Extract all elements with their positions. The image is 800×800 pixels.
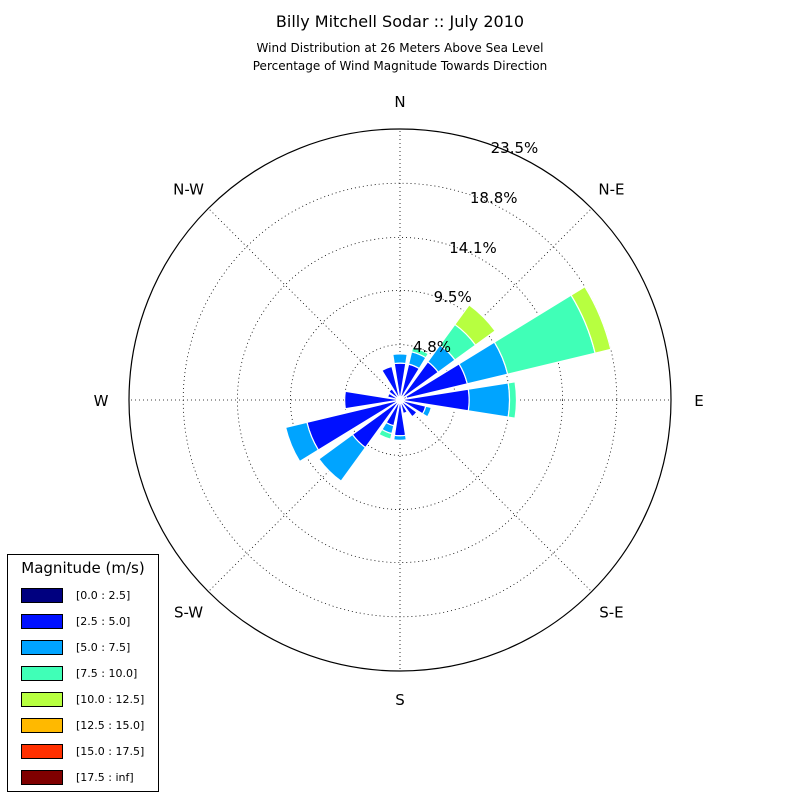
legend-label: [10.0 : 12.5] — [76, 693, 145, 706]
legend-label: [17.5 : inf] — [76, 771, 134, 784]
wind-bar — [388, 388, 399, 399]
legend-swatch — [21, 666, 63, 681]
wind-bar — [392, 353, 408, 365]
radial-tick-label: 18.8% — [470, 189, 518, 207]
wind-bar — [400, 402, 408, 415]
wind-bar — [285, 421, 319, 463]
legend-swatch — [21, 770, 63, 785]
wind-bar — [467, 382, 511, 418]
radial-tick-label: 23.5% — [491, 139, 539, 157]
legend-swatch — [21, 588, 63, 603]
direction-label: N-W — [173, 181, 204, 199]
direction-label: S-W — [174, 603, 203, 621]
chart-subtitle-line2: Percentage of Wind Magnitude Towards Dir… — [252, 59, 548, 73]
legend-swatch — [21, 614, 63, 629]
wind-bar — [381, 365, 400, 398]
wind-bar — [570, 286, 612, 354]
legend-title: Magnitude (m/s) — [21, 559, 145, 577]
legend-swatch — [21, 692, 63, 707]
legend-label: [7.5 : 10.0] — [76, 667, 138, 680]
legend-label: [12.5 : 15.0] — [76, 719, 145, 732]
wind-bar — [454, 304, 496, 346]
wind-bar — [318, 433, 367, 482]
direction-label: S-E — [599, 603, 623, 621]
grid-circle — [236, 236, 564, 564]
legend-label: [5.0 : 7.5] — [76, 641, 131, 654]
wind-bar — [344, 390, 398, 410]
wind-bar — [378, 428, 393, 440]
direction-label: S — [395, 691, 405, 709]
legend-label: [0.0 : 2.5] — [76, 589, 131, 602]
radial-tick-label: 9.5% — [434, 288, 472, 306]
direction-label: N — [394, 93, 405, 111]
legend-label: [15.0 : 17.5] — [76, 745, 145, 758]
legend-label: [2.5 : 5.0] — [76, 615, 131, 628]
legend-swatch — [21, 744, 63, 759]
axis-labels: 4.8% 9.5% 14.1% 18.8% 23.5% N N-E E S-E S S-W W N-W — [94, 93, 704, 709]
legend-swatch — [21, 640, 63, 655]
grid-spoke — [208, 208, 401, 401]
legend-swatch — [21, 718, 63, 733]
wind-bar — [393, 434, 407, 441]
radial-tick-label: 14.1% — [449, 239, 497, 257]
direction-label: E — [694, 392, 703, 410]
wind-bar — [387, 392, 398, 400]
radial-tick-label: 4.8% — [413, 338, 451, 356]
legend: Magnitude (m/s) [0.0 : 2.5] [2.5 : 5.0] … — [7, 554, 159, 792]
outer-circle — [128, 128, 672, 672]
chart-subtitle-line1: Wind Distribution at 26 Meters Above Sea… — [256, 41, 544, 55]
wind-bars — [285, 286, 612, 482]
grid-spoke — [399, 399, 592, 592]
chart-title: Billy Mitchell Sodar :: July 2010 — [275, 12, 525, 31]
direction-label: N-E — [598, 181, 624, 199]
wind-bar — [410, 346, 429, 359]
wind-bar — [401, 401, 418, 418]
wind-bar — [422, 405, 432, 418]
direction-label: W — [94, 392, 109, 410]
wind-bar — [507, 381, 518, 419]
